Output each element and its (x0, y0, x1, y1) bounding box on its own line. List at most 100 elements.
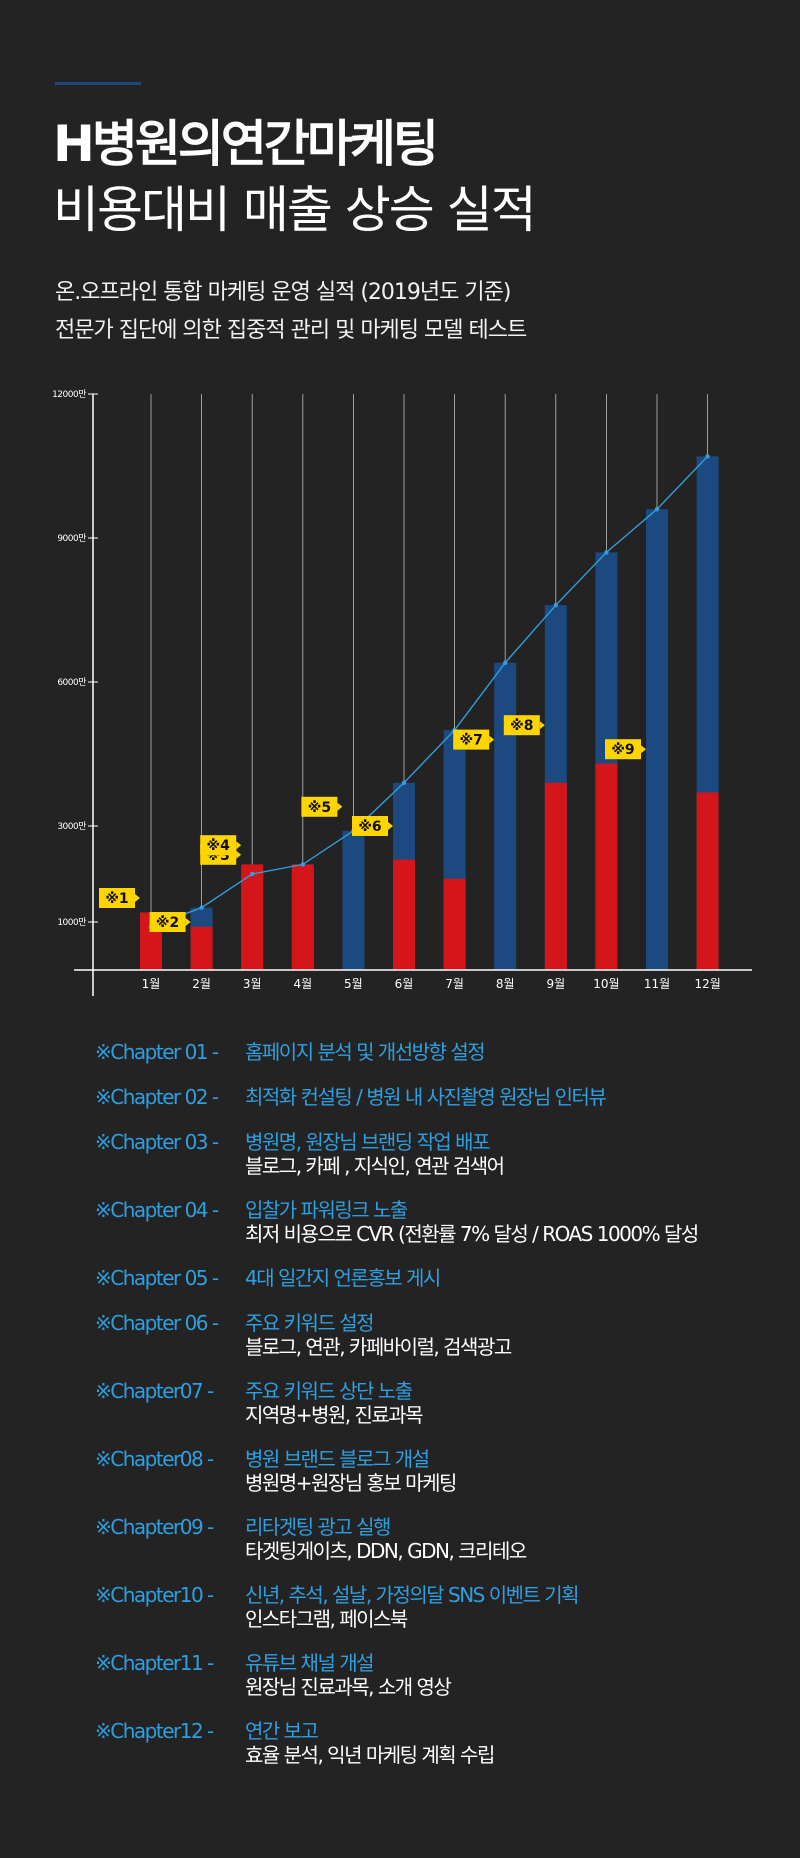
chapter-content: 입찰가 파워링크 노출 최저 비용으로 CVR (전환률 7% 달성 / ROAS… (245, 1198, 795, 1246)
chapter-title: 주요 키워드 설정 (245, 1311, 795, 1335)
bar-cost (191, 927, 213, 970)
chapter-content: 신년, 추석, 설날, 가정의달 SNS 이벤트 기획 인스타그램, 페이스북 (245, 1583, 795, 1631)
line-point (554, 603, 558, 607)
chapter-title: 병원 브랜드 블로그 개설 (245, 1447, 795, 1471)
annotation-marker: ※4 (200, 835, 241, 855)
x-tick-label: 9월 (546, 977, 565, 991)
chapter-detail: 타겟팅게이츠, DDN, GDN, 크리테오 (245, 1539, 795, 1563)
chapter-item: ※Chapter 02 - 최적화 컨설팅 / 병원 내 사진촬영 원장님 인터뷰 (95, 1085, 795, 1130)
chapter-title: 4대 일간지 언론홍보 게시 (245, 1266, 795, 1290)
chapter-detail: 최저 비용으로 CVR (전환률 7% 달성 / ROAS 1000% 달성 (245, 1222, 795, 1246)
annotation-marker: ※9 (605, 739, 646, 759)
chapter-content: 연간 보고 효율 분석, 익년 마케팅 계획 수립 (245, 1719, 795, 1767)
annotation-label: ※1 (105, 891, 128, 907)
chapter-item: ※Chapter 01 - 홈페이지 분석 및 개선방향 설정 (95, 1040, 795, 1085)
chapter-title: 최적화 컨설팅 / 병원 내 사진촬영 원장님 인터뷰 (245, 1085, 795, 1109)
chapter-item: ※Chapter11 - 유튜브 채널 개설 원장님 진료과목, 소개 영상 (95, 1651, 795, 1719)
annotation-label: ※7 (460, 733, 483, 749)
bar-cost (241, 864, 263, 970)
chapter-detail: 원장님 진료과목, 소개 영상 (245, 1675, 795, 1699)
chapter-detail: 병원명+원장님 홍보 마케팅 (245, 1471, 795, 1495)
chapter-title: 연간 보고 (245, 1719, 795, 1743)
annotation-label: ※9 (611, 742, 634, 758)
annotation-label: ※4 (207, 838, 231, 854)
chapter-label: ※Chapter07 - (95, 1379, 245, 1403)
chapter-content: 4대 일간지 언론홍보 게시 (245, 1266, 795, 1290)
y-tick-label: 3000만 (57, 821, 86, 832)
chapter-content: 주요 키워드 상단 노출 지역명+병원, 진료과목 (245, 1379, 795, 1427)
annotation-label: ※8 (510, 718, 533, 734)
chapter-title: 병원명, 원장님 브랜딩 작업 배포 (245, 1130, 795, 1154)
bar-revenue (342, 831, 364, 970)
chapter-item: ※Chapter12 - 연간 보고 효율 분석, 익년 마케팅 계획 수립 (95, 1719, 795, 1787)
chapter-content: 주요 키워드 설정 블로그, 연관, 카페바이럴, 검색광고 (245, 1311, 795, 1359)
chapter-label: ※Chapter 04 - (95, 1198, 245, 1222)
annotation-pointer (641, 745, 646, 753)
revenue-chart: 1000만 3000만 6000만 9000만 12000만 1월 2월 3월 4월 5월 6월 7월… (0, 380, 800, 1000)
y-tick-label: 12000만 (52, 389, 86, 400)
x-tick-label: 10월 (593, 977, 619, 991)
annotation-pointer (236, 851, 241, 859)
bars (140, 456, 719, 970)
annotation-marker: ※1 (99, 888, 140, 908)
x-tick-label: 12월 (694, 977, 720, 991)
line-point (705, 454, 709, 458)
y-tick-label: 1000만 (57, 917, 86, 928)
x-tick-label: 8월 (496, 977, 515, 991)
bar-cost (292, 864, 314, 970)
chapter-content: 병원명, 원장님 브랜딩 작업 배포 블로그, 카페 , 지식인, 연관 검색어 (245, 1130, 795, 1178)
grid-lines (151, 394, 708, 970)
annotation-pointer (489, 736, 494, 744)
x-tick-label: 5월 (344, 977, 363, 991)
chapter-detail: 효율 분석, 익년 마케팅 계획 수립 (245, 1743, 795, 1767)
chapter-title: 유튜브 채널 개설 (245, 1651, 795, 1675)
chapter-item: ※Chapter09 - 리타겟팅 광고 실행 타겟팅게이츠, DDN, GDN, … (95, 1515, 795, 1583)
chapter-detail: 블로그, 연관, 카페바이럴, 검색광고 (245, 1335, 795, 1359)
chapter-detail: 지역명+병원, 진료과목 (245, 1403, 795, 1427)
chapter-item: ※Chapter 05 - 4대 일간지 언론홍보 게시 (95, 1266, 795, 1311)
chapter-item: ※Chapter 06 - 주요 키워드 설정 블로그, 연관, 카페바이럴, 검색… (95, 1311, 795, 1379)
annotation-marker: ※7 (453, 730, 494, 750)
annotation-marker: ※2 (150, 912, 191, 932)
chapter-title: 홈페이지 분석 및 개선방향 설정 (245, 1040, 795, 1064)
page-title: H병원의연간마케팅 (53, 114, 436, 174)
x-tick-label: 1월 (142, 977, 161, 991)
chapter-title: 신년, 추석, 설날, 가정의달 SNS 이벤트 기획 (245, 1583, 795, 1607)
annotation-marker: ※5 (301, 797, 342, 817)
chapter-label: ※Chapter08 - (95, 1447, 245, 1471)
line-point (301, 862, 305, 866)
line-point (503, 661, 507, 665)
chapter-title: 리타겟팅 광고 실행 (245, 1515, 795, 1539)
annotation-marker: ※6 (352, 816, 393, 836)
chapter-title: 입찰가 파워링크 노출 (245, 1198, 795, 1222)
annotation-label: ※6 (358, 819, 381, 835)
annotation-pointer (135, 894, 140, 902)
x-tick-label: 7월 (445, 977, 464, 991)
annotation-label: ※5 (308, 800, 331, 816)
chapter-item: ※Chapter 03 - 병원명, 원장님 브랜딩 작업 배포 블로그, 카페 ,… (95, 1130, 795, 1198)
chapter-item: ※Chapter 04 - 입찰가 파워링크 노출 최저 비용으로 CVR (전환률… (95, 1198, 795, 1266)
line-point (655, 507, 659, 511)
chapter-detail: 블로그, 카페 , 지식인, 연관 검색어 (245, 1154, 795, 1178)
accent-line (55, 82, 141, 85)
chapter-content: 병원 브랜드 블로그 개설 병원명+원장님 홍보 마케팅 (245, 1447, 795, 1495)
bar-revenue (646, 509, 668, 970)
chapter-item: ※Chapter08 - 병원 브랜드 블로그 개설 병원명+원장님 홍보 마케팅 (95, 1447, 795, 1515)
chapter-content: 홈페이지 분석 및 개선방향 설정 (245, 1040, 795, 1064)
annotation-pointer (540, 721, 545, 729)
bar-cost (595, 764, 617, 970)
chapter-content: 최적화 컨설팅 / 병원 내 사진촬영 원장님 인터뷰 (245, 1085, 795, 1109)
chapter-item: ※Chapter10 - 신년, 추석, 설날, 가정의달 SNS 이벤트 기획 인… (95, 1583, 795, 1651)
chapter-label: ※Chapter 02 - (95, 1085, 245, 1109)
line-point (250, 872, 254, 876)
chapter-list: ※Chapter 01 - 홈페이지 분석 및 개선방향 설정 ※Chapter 0… (95, 1040, 795, 1787)
chapter-label: ※Chapter 06 - (95, 1311, 245, 1335)
annotation-pointer (186, 918, 191, 926)
bar-cost (697, 792, 719, 970)
annotation-marker: ※8 (504, 715, 545, 735)
x-tick-label: 11월 (644, 977, 670, 991)
annotation-pointer (236, 841, 241, 849)
bar-cost (444, 879, 466, 970)
x-tick-label: 4월 (293, 977, 312, 991)
y-tick-label: 6000만 (57, 677, 86, 688)
